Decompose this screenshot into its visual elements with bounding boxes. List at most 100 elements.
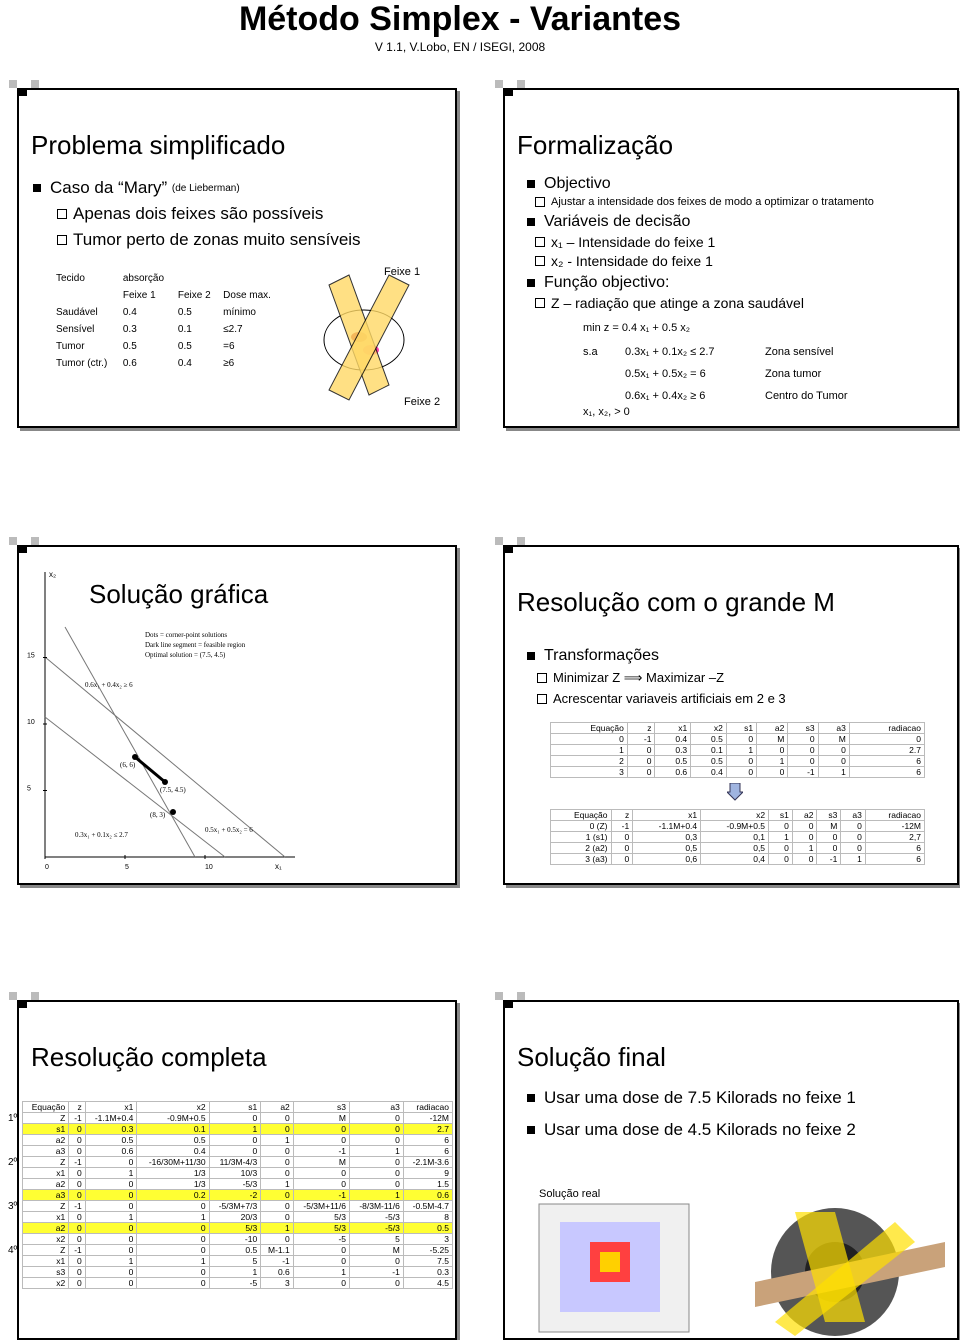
cell: 6 [402,1134,454,1146]
graph-label: (8, 3) [150,811,166,819]
cell: 1 [292,1266,351,1278]
cell: 0,5 [700,842,770,854]
sub-item: Apenas dois feixes são possíveis [57,204,361,224]
axis-label: x₂ [49,570,56,579]
cell: 1 [208,1123,262,1135]
cell: 0 [349,1255,404,1267]
cell: 0.5 [690,733,727,745]
cell: 0 [292,1255,351,1267]
header-cell: s1 [768,809,793,821]
cell: 0,6 [632,853,702,865]
table-row: 1 0 0.3 0.1 1 0 0 0 2.7 [550,744,926,756]
cell: -0.9M+0.5 [700,820,770,832]
cell: M [816,820,842,832]
cell: 4.5 [402,1277,454,1289]
cell: 0.4 [136,1145,210,1157]
cell: -5 [292,1233,351,1245]
cell: 0 [626,744,656,756]
table-row: Feixe 1 Feixe 2 Dose max. [53,287,283,304]
decoration [495,80,535,110]
block-label [5,1234,23,1245]
cell: 5/3 [292,1211,351,1223]
cell: -1 [626,733,656,745]
deco-square [517,992,525,1000]
deco-square [505,1000,513,1008]
cell: M-1.1 [260,1244,294,1256]
table-row: 3 (a3) 0 0,6 0,4 0 0 -1 1 6 [550,853,926,865]
x-tick-label: 5 [125,864,129,871]
cell: 0.6 [260,1266,294,1278]
deco-square [19,545,27,553]
cell: 0.1 [177,324,192,335]
block-label [5,1168,23,1179]
cell: 3 [550,766,628,778]
deco-square [517,537,525,545]
cell: -1 [68,1244,86,1256]
header-cell: z [68,1101,86,1113]
header-cell: x1 [654,722,692,734]
cell: 0.1 [136,1123,210,1135]
figure: Feixe 1 Feixe 2 [323,266,440,408]
table-row: Equação z x1 x2 s1 a2 s3 a3 radiacao [550,809,926,821]
cell: x1 [22,1167,70,1179]
cell: =6 [223,341,235,352]
cell: 0.1 [690,744,727,756]
cell: -2 [208,1189,262,1201]
cell: 0 [768,842,793,854]
cell: 0 [626,755,656,767]
constraint: 0.3x₁ + 0.1x₂ ≤ 2.7 Zona sensível [625,346,848,368]
cell: 0 [791,820,818,832]
cell: 0.5 [402,1222,454,1234]
cell: 1 [349,1145,404,1157]
constraint-label: Zona tumor [765,368,822,380]
table-row: a3 0 0 0.2 -2 0 -1 1 0.6 [5,1189,454,1201]
legend-text: Dots = corner-point solutions [145,631,227,639]
cell [53,287,120,304]
cell: 0 [610,831,634,843]
slide-title: Formalização [517,130,674,160]
sub-item: Tumor perto de zonas muito sensíveis [57,230,361,250]
cell: s1 [22,1123,70,1135]
header-cell: s3 [787,722,819,734]
cell: 0,4 [700,853,770,865]
bullet: Usar uma dose de 7.5 Kilorads no feixe 1 [527,1088,856,1108]
sub-item: Acrescentar variaveis artificiais em 2 e… [537,691,786,706]
cell: 0 [260,1233,294,1245]
block-label [5,1256,23,1267]
cell: 0 [68,1134,86,1146]
legend-text: Dark line segment = feasible region [145,641,246,649]
cell: 0 [349,1167,404,1179]
cell: -1 [610,820,634,832]
header-cell: a3 [349,1101,404,1113]
cell: -1.1M+0.4 [84,1112,138,1124]
block-label: 1º [8,1112,18,1124]
cell: 0 [848,733,926,745]
block-label: 2º [8,1156,18,1168]
cell: 1 [791,842,818,854]
header-cell: Equação [22,1101,70,1113]
cell: 1 (s1) [550,831,612,843]
cell: 0.5 [84,1134,138,1146]
cell: -12M [402,1112,454,1124]
cell: x2 [22,1277,70,1289]
cell: 0 [816,842,842,854]
cell: 0 [84,1233,138,1245]
cell: Z [22,1200,70,1212]
header-cell: a2 [791,809,818,821]
cell: M [292,1112,351,1124]
block-label [5,1212,23,1223]
cell: 1 [840,853,866,865]
graph-label: 0.6x₁ + 0.4x₂ ≥ 6 [85,681,133,689]
slide-title: Resolução completa [31,1042,267,1072]
objective: min z = 0.4 x₁ + 0.5 x₂ [583,322,691,334]
cell: 0 [68,1211,86,1223]
cell: -1 [349,1266,404,1278]
cell: 0.4 [690,766,727,778]
cell: -1 [68,1200,86,1212]
sub-item: x₂ - Intensidade do feixe 1 [535,253,874,269]
cell: 0 [610,842,634,854]
cell: 0.6 [122,358,137,369]
cell: 0 [68,1266,86,1278]
cell: 0.6 [654,766,692,778]
cell: 0 [260,1145,294,1157]
